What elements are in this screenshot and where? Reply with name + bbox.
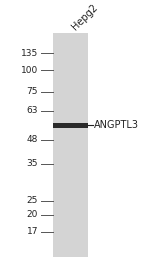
Bar: [53, 33, 88, 257]
Text: Hepg2: Hepg2: [69, 2, 99, 32]
Text: ANGPTL3: ANGPTL3: [94, 120, 139, 130]
Text: 135: 135: [21, 49, 38, 58]
Text: 75: 75: [27, 87, 38, 96]
Text: 25: 25: [27, 196, 38, 205]
Text: 20: 20: [27, 211, 38, 220]
Bar: [53, 123, 88, 128]
Text: 48: 48: [27, 135, 38, 144]
Text: 63: 63: [27, 106, 38, 115]
Text: 35: 35: [27, 159, 38, 168]
Text: 17: 17: [27, 227, 38, 236]
Text: 100: 100: [21, 66, 38, 75]
